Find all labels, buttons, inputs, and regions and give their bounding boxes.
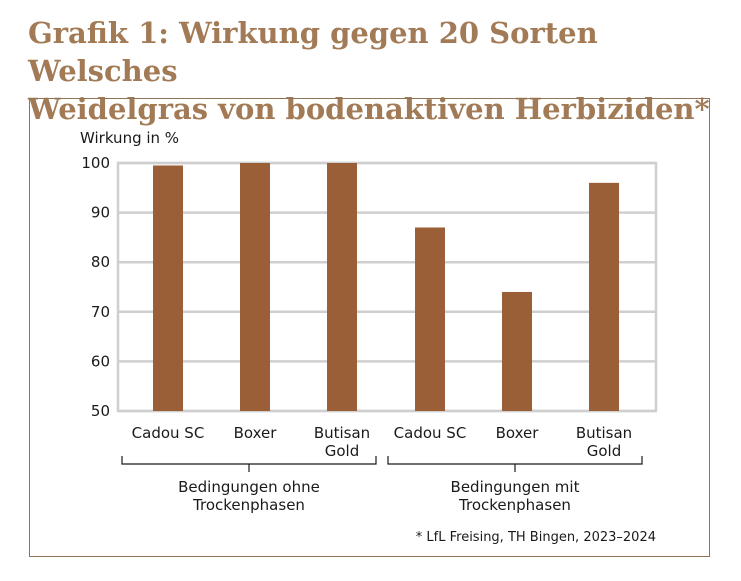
x-tick-label: Cadou SC	[132, 424, 205, 442]
plot-area	[116, 161, 658, 413]
x-tick-label: Gold	[325, 442, 360, 460]
chart-title-line-1: Grafik 1: Wirkung gegen 20 Sorten Welsch…	[28, 16, 598, 88]
y-tick-label: 60	[91, 352, 110, 370]
x-tick-label: Butisan	[576, 424, 632, 442]
bar	[240, 163, 270, 411]
x-tick-label: Boxer	[234, 424, 278, 442]
y-tick-label: 70	[91, 303, 110, 321]
bar	[502, 291, 532, 411]
x-tick-label: Butisan	[314, 424, 370, 442]
group-label: Trockenphasen	[192, 496, 305, 514]
bar	[589, 182, 619, 411]
bar-layer	[153, 163, 619, 411]
group-label: Trockenphasen	[458, 496, 571, 514]
y-tick-label: 100	[81, 154, 110, 172]
group-bracket	[387, 456, 643, 472]
x-tick-label: Gold	[587, 442, 622, 460]
group-label: Bedingungen mit	[451, 478, 580, 496]
y-tick-label: 50	[91, 402, 110, 420]
x-tick-label: Cadou SC	[394, 424, 467, 442]
bar	[153, 165, 183, 411]
y-tick-label: 90	[91, 204, 110, 222]
y-tick-label: 80	[91, 253, 110, 271]
y-axis-label: Wirkung in %	[80, 129, 179, 147]
grid-layer	[116, 161, 658, 413]
chart-frame	[29, 98, 710, 557]
chart-title-line-2: Weidelgras von bodenaktiven Herbiziden*	[28, 92, 710, 126]
bar	[415, 227, 445, 411]
chart-title: Grafik 1: Wirkung gegen 20 Sorten Welsch…	[28, 14, 728, 128]
group-bracket	[121, 456, 377, 472]
group-label: Bedingungen ohne	[178, 478, 320, 496]
bar	[327, 163, 357, 411]
footnote: * LfL Freising, TH Bingen, 2023–2024	[416, 530, 656, 545]
x-tick-label: Boxer	[496, 424, 540, 442]
